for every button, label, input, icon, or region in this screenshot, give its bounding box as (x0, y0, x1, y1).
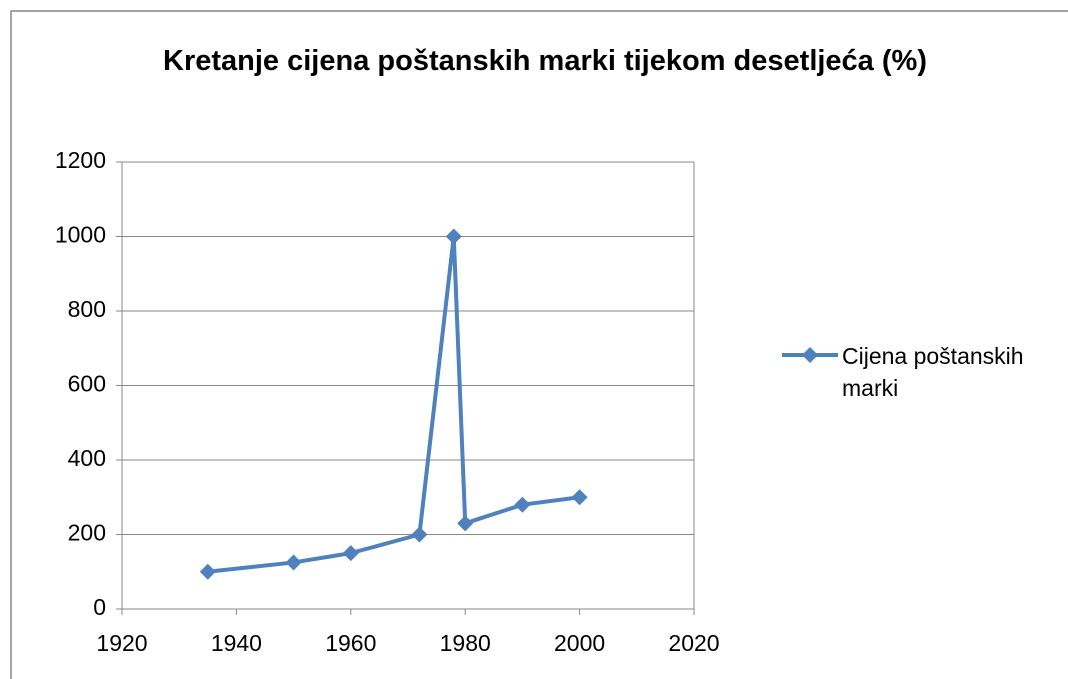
y-tick-label: 1200 (55, 147, 106, 173)
x-tick-label: 1980 (440, 630, 491, 656)
marker (445, 228, 462, 245)
y-tick-label: 1000 (55, 222, 106, 248)
legend-label: Cijena poštanskih marki (842, 343, 1024, 401)
x-tick-label: 1920 (96, 630, 147, 656)
marker (285, 554, 302, 571)
x-tick-label: 2020 (668, 630, 719, 656)
marker (457, 515, 474, 532)
y-tick-label: 600 (68, 371, 106, 397)
marker (514, 496, 531, 513)
y-tick-label: 800 (68, 296, 106, 322)
legend-marker (802, 347, 818, 363)
chart-title: Kretanje cijena poštanskih marki tijekom… (163, 45, 927, 77)
marker (571, 489, 588, 506)
x-tick-label: 1940 (211, 630, 262, 656)
marker (411, 526, 428, 543)
series-line (207, 234, 580, 574)
y-tick-label: 0 (93, 594, 106, 620)
marker (199, 563, 216, 580)
plot-border (121, 161, 695, 610)
marker (342, 545, 359, 562)
y-tick-label: 200 (68, 520, 106, 546)
chart-border (10, 10, 1068, 679)
x-tick-label: 2000 (554, 630, 605, 656)
x-tick-label: 1960 (325, 630, 376, 656)
y-tick-label: 400 (68, 445, 106, 471)
